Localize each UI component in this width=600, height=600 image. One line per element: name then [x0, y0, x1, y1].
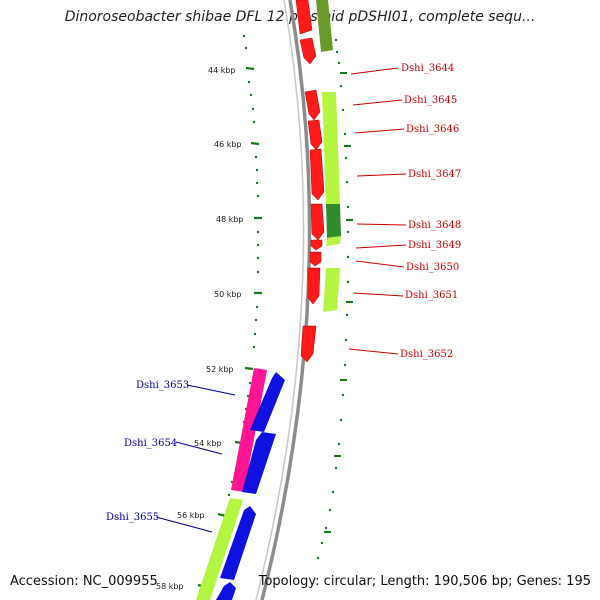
tick-label-44: 44 kbp — [208, 66, 236, 75]
gene-feature-red — [307, 119, 323, 151]
gene-feature-red — [310, 239, 323, 251]
tick-label-50: 50 kbp — [214, 290, 242, 299]
gene-label-dshi-3655[interactable]: Dshi_3655 — [106, 512, 159, 523]
plus-strand-features — [295, 0, 325, 363]
gene-label-dshi-3653[interactable]: Dshi_3653 — [136, 380, 189, 391]
gene-label-dshi-3644[interactable]: Dshi_3644 — [401, 63, 454, 74]
gene-feature-blue — [242, 432, 276, 494]
gene-label-dshi-3645[interactable]: Dshi_3645 — [404, 95, 457, 106]
minus-strand-features — [196, 368, 285, 600]
leader-lines-left — [155, 384, 236, 533]
tick-label-52: 52 kbp — [206, 365, 234, 374]
gene-label-dshi-3647[interactable]: Dshi_3647 — [408, 169, 461, 180]
gene-feature-red — [304, 89, 321, 121]
gene-feature-olive — [316, 0, 333, 52]
gene-feature-red — [310, 203, 325, 241]
tick-label-54: 54 kbp — [194, 439, 222, 448]
topology-summary: Topology: circular; Length: 190,506 bp; … — [258, 574, 591, 589]
tick-label-46: 46 kbp — [214, 140, 242, 149]
gene-label-dshi-3650[interactable]: Dshi_3650 — [406, 262, 459, 273]
gene-feature-red — [309, 148, 325, 201]
gene-feature-red — [300, 325, 317, 363]
outer-features — [316, 0, 341, 312]
gene-feature-red — [307, 267, 321, 305]
gene-feature-lime — [326, 236, 341, 246]
leader-lines-right — [348, 67, 407, 355]
backbone-inner — [255, 0, 305, 600]
gene-feature-red — [309, 251, 322, 267]
tick-label-56: 56 kbp — [177, 511, 205, 520]
accession-text: Accession: NC_009955 — [10, 574, 158, 589]
gene-feature-blue — [220, 506, 256, 580]
gene-feature-pink — [231, 368, 267, 492]
tick-label-58: 58 kbp — [156, 582, 184, 591]
gene-label-dshi-3652[interactable]: Dshi_3652 — [400, 349, 453, 360]
gene-feature-blue — [250, 372, 285, 432]
right-guide-dashes — [324, 72, 353, 533]
right-guide-dots — [316, 38, 350, 560]
gene-label-dshi-3654[interactable]: Dshi_3654 — [124, 438, 177, 449]
gene-label-dshi-3648[interactable]: Dshi_3648 — [408, 220, 461, 231]
gene-feature-lime — [196, 498, 243, 600]
gene-feature-lime — [323, 268, 340, 312]
gene-label-dshi-3646[interactable]: Dshi_3646 — [406, 124, 459, 135]
gene-feature-red — [295, 0, 313, 35]
gene-label-dshi-3651[interactable]: Dshi_3651 — [405, 290, 458, 301]
gene-label-dshi-3649[interactable]: Dshi_3649 — [408, 240, 461, 251]
gene-feature-lime — [322, 92, 340, 206]
gene-feature-green — [326, 204, 341, 238]
gene-feature-red — [299, 37, 317, 65]
gene-feature-blue — [216, 582, 236, 600]
tick-label-48: 48 kbp — [216, 215, 244, 224]
